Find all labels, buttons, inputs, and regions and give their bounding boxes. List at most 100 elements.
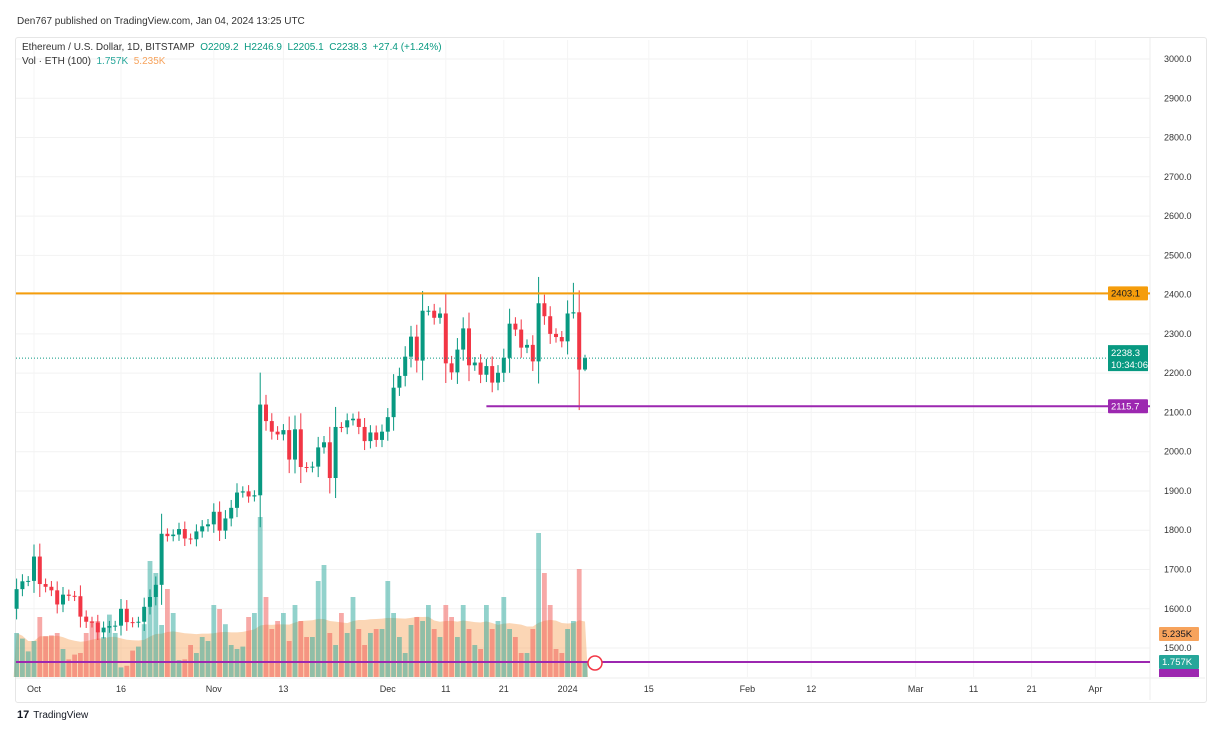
volume-bar	[339, 613, 344, 677]
countdown-tag: 10:34:06	[1111, 360, 1148, 371]
price-axis-label: 2200.0	[1164, 368, 1192, 378]
candle-body	[235, 492, 239, 508]
volume-bar	[170, 613, 176, 677]
candle-body	[72, 595, 77, 597]
volume-bar	[211, 605, 217, 677]
volume-bar	[489, 629, 495, 677]
candle-body	[478, 362, 483, 375]
price-axis-label: 2600.0	[1164, 211, 1192, 221]
volume-bar	[327, 633, 333, 677]
volume-bar	[443, 605, 449, 677]
candle-body	[461, 328, 466, 350]
candle-body	[119, 608, 123, 626]
candle-body	[66, 594, 71, 596]
volume-legend[interactable]: Vol · ETH (100) 1.757K 5.235K	[22, 55, 442, 69]
last-price-tag-bg	[1108, 345, 1148, 372]
candle-body	[333, 426, 338, 479]
candle-body	[287, 430, 292, 460]
volume-bar	[484, 605, 489, 677]
candle-body	[455, 349, 460, 373]
tv-logo-icon: 17	[17, 709, 30, 721]
volume-bar	[14, 633, 19, 677]
candle-body	[472, 362, 477, 366]
volume-bar	[501, 597, 507, 677]
time-axis-label: 15	[644, 684, 654, 694]
chart-frame[interactable]	[15, 37, 1207, 703]
candle-body	[351, 418, 355, 421]
volume-bar	[426, 605, 431, 677]
volume-bar	[246, 617, 251, 677]
volume-bar	[524, 653, 530, 677]
volume-bar	[95, 621, 101, 677]
candle-body	[496, 372, 500, 383]
volume-bar	[147, 561, 153, 677]
candle-body	[43, 584, 48, 587]
volume-bar	[257, 517, 263, 677]
volume-bar	[263, 597, 269, 677]
volume-bar	[431, 629, 437, 677]
candle-body	[130, 622, 135, 624]
candle-body	[530, 344, 535, 362]
volume-bar	[292, 605, 298, 677]
volume-bar	[536, 533, 541, 677]
time-axis-label: 12	[806, 684, 816, 694]
candle-body	[345, 420, 350, 428]
volume-bar	[83, 633, 89, 677]
candle-body	[61, 594, 65, 605]
candle-body	[194, 531, 199, 540]
volume-bar	[344, 633, 350, 677]
candle-body	[269, 421, 274, 432]
candle-body	[95, 622, 100, 633]
candle-body	[298, 429, 303, 468]
candle-body	[501, 357, 506, 373]
candle-body	[258, 404, 263, 496]
time-axis-label: Nov	[206, 684, 223, 694]
candle-body	[484, 366, 489, 375]
low-value: L2205.1	[287, 42, 324, 53]
candle-body	[171, 534, 176, 537]
volume-bar	[547, 605, 553, 677]
volume-bar	[350, 597, 356, 677]
candle-body	[507, 323, 512, 358]
volume-ma-tag-bg	[1159, 627, 1199, 641]
candle-body	[26, 580, 31, 582]
candle-body	[571, 312, 576, 314]
volume-bar	[66, 659, 72, 677]
time-axis-label: Mar	[908, 684, 924, 694]
candle-body	[385, 417, 390, 432]
price-axis-label: 2800.0	[1164, 133, 1192, 143]
candle-body	[316, 447, 321, 467]
candle-body	[246, 491, 251, 497]
candle-body	[217, 511, 222, 531]
candle-body	[182, 529, 187, 539]
candle-body	[536, 303, 541, 362]
candle-body	[374, 432, 379, 440]
high-value: H2246.9	[244, 42, 282, 53]
volume-bar	[542, 573, 547, 677]
candle-body	[124, 608, 129, 623]
candle-body	[409, 336, 413, 357]
volume-bar	[582, 662, 588, 677]
tradingview-logo[interactable]: 17 TradingView	[17, 709, 88, 721]
candle-body	[356, 418, 361, 427]
volume-bar	[37, 617, 43, 677]
price-axis-label: 1900.0	[1164, 486, 1192, 496]
candle-body	[293, 429, 297, 460]
volume-bar	[518, 653, 524, 677]
candle-body	[327, 442, 332, 479]
candle-body	[188, 538, 193, 540]
candle-body	[78, 596, 83, 617]
resistance-price-tag: 2403.1	[1111, 288, 1140, 299]
candle-body	[542, 303, 547, 317]
volume-bar	[437, 637, 443, 677]
candle-body	[177, 529, 181, 535]
support-price-tag: 2115.7	[1111, 401, 1139, 412]
volume-bar	[130, 650, 135, 677]
time-axis-label: 21	[1027, 684, 1037, 694]
volume-bar	[315, 581, 321, 677]
candle-body	[548, 316, 553, 334]
symbol-legend[interactable]: Ethereum / U.S. Dollar, 1D, BITSTAMP O22…	[22, 41, 442, 55]
candle-body	[490, 366, 495, 383]
volume-bar	[49, 635, 54, 677]
